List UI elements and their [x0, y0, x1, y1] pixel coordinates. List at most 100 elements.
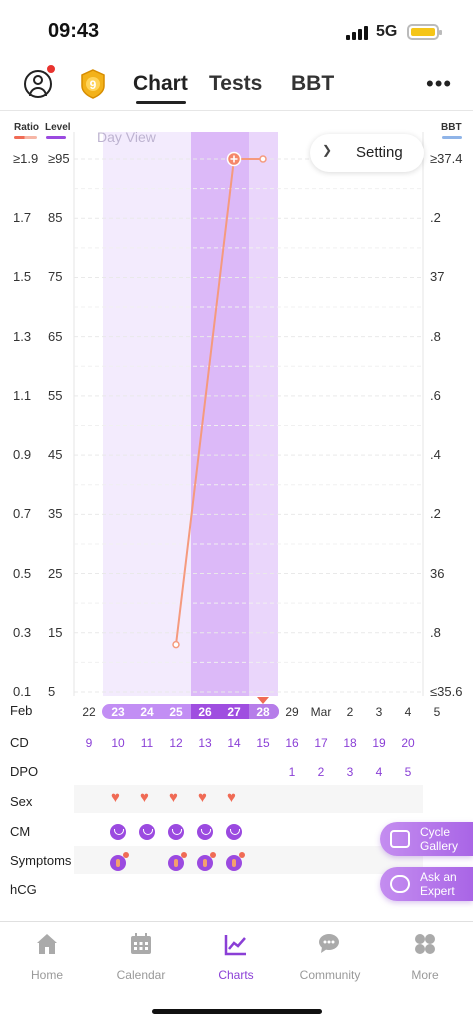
community-icon	[318, 932, 342, 956]
cd-cell[interactable]: 20	[401, 736, 415, 750]
period-band-light	[103, 132, 205, 696]
cm-icon[interactable]	[226, 824, 242, 840]
date-cell[interactable]: Mar	[310, 705, 332, 719]
sex-row-band	[74, 785, 423, 813]
chat-icon	[390, 875, 410, 893]
day-view-label: Day View	[97, 129, 156, 145]
sex-heart-icon[interactable]: ♥	[227, 789, 236, 806]
peak-plus-icon	[230, 155, 238, 163]
home-icon	[35, 932, 59, 956]
date-cell[interactable]: 27	[227, 705, 241, 719]
date-cell[interactable]: 25	[169, 705, 183, 719]
symptom-icon[interactable]	[226, 852, 245, 871]
bbt-tick: ≥37.4	[430, 151, 463, 166]
bbt-tick: ≤35.6	[430, 684, 463, 699]
date-cell[interactable]: 23	[111, 705, 125, 719]
status-time: 09:43	[48, 20, 100, 42]
ratio-tick: ≥1.9	[13, 151, 39, 166]
level-tick: ≥95	[48, 151, 70, 166]
nav-calendar[interactable]: Calendar	[101, 932, 181, 982]
chart-area[interactable]: Ratio Level BBT ≥1.9 ≥95 ≥37.4 1.7 85 .2 1.5 75…	[0, 112, 473, 722]
level-tick: 25	[48, 565, 63, 581]
cm-icon[interactable]	[168, 824, 184, 840]
badge-value: 9	[90, 78, 97, 92]
date-cell[interactable]: 22	[82, 705, 96, 719]
date-cell[interactable]: 5	[433, 705, 441, 719]
tab-chart[interactable]: Chart	[133, 72, 188, 95]
tab-tests[interactable]: Tests	[209, 72, 263, 95]
cd-cell[interactable]: 11	[140, 736, 154, 750]
month-label: Feb	[10, 703, 33, 718]
cd-cell[interactable]: 19	[372, 736, 386, 750]
cm-icon[interactable]	[110, 824, 126, 840]
nav-home-label: Home	[30, 968, 63, 982]
date-cell[interactable]: 4	[404, 705, 412, 719]
nav-charts-label: Charts	[218, 968, 254, 982]
symptom-icon[interactable]	[197, 852, 216, 871]
sex-heart-icon[interactable]: ♥	[169, 789, 178, 806]
date-cell[interactable]: 28	[256, 705, 270, 719]
cd-cell[interactable]: 13	[198, 736, 212, 750]
date-cell[interactable]: 3	[375, 705, 383, 719]
fertile-band-end	[249, 132, 278, 696]
cd-cell[interactable]: 18	[343, 736, 357, 750]
more-options-icon[interactable]: •••	[426, 71, 453, 96]
ratio-tick: 0.3	[13, 624, 32, 640]
legend-level: Level	[45, 122, 71, 133]
level-tick: 55	[48, 387, 63, 403]
more-grid-icon	[413, 932, 437, 956]
top-nav: 9 Chart Tests BBT •••	[0, 64, 473, 108]
bbt-tick: .8	[430, 328, 441, 344]
sex-heart-icon[interactable]: ♥	[111, 789, 120, 806]
cd-cell[interactable]: 9	[85, 736, 93, 750]
date-cell[interactable]: 24	[140, 705, 154, 719]
nav-home[interactable]: Home	[7, 932, 87, 982]
nav-more[interactable]: More	[385, 932, 465, 982]
symptom-icon[interactable]	[168, 852, 187, 871]
cm-icon[interactable]	[197, 824, 213, 840]
symptom-icon[interactable]	[110, 852, 129, 871]
date-cell[interactable]: 26	[198, 705, 212, 719]
cycle-gallery-button[interactable]: Cycle Gallery	[380, 822, 473, 856]
nav-more-label: More	[411, 968, 439, 982]
sex-label: Sex	[10, 794, 33, 809]
nav-community[interactable]: Community	[290, 932, 370, 982]
level-badge-icon[interactable]: 9	[80, 69, 106, 99]
cd-cell[interactable]: 17	[314, 736, 328, 750]
cd-cell[interactable]: 10	[111, 736, 125, 750]
cm-icon[interactable]	[139, 824, 155, 840]
cd-cell[interactable]: 15	[256, 736, 270, 750]
lh-chart[interactable]	[0, 112, 473, 722]
nav-charts[interactable]: Charts	[196, 932, 276, 982]
cm-label: CM	[10, 824, 31, 839]
today-marker	[257, 697, 269, 704]
ask-expert-button[interactable]: Ask an Expert	[380, 867, 473, 901]
status-bar: 09:43 5G	[0, 0, 473, 60]
symptoms-row-band	[74, 846, 423, 874]
dpo-cell[interactable]: 1	[288, 765, 296, 779]
dpo-cell[interactable]: 2	[317, 765, 325, 779]
date-cell[interactable]: 29	[285, 705, 299, 719]
cd-cell[interactable]: 16	[285, 736, 299, 750]
bbt-tick: 36	[430, 565, 445, 581]
ratio-tick: 1.1	[13, 387, 32, 403]
tab-bbt[interactable]: BBT	[291, 72, 335, 95]
date-cell[interactable]: 2	[346, 705, 354, 719]
gallery-icon	[390, 830, 410, 848]
battery-icon	[407, 24, 442, 40]
ask-expert-label: Ask an Expert	[420, 870, 457, 898]
profile-avatar-icon[interactable]	[24, 70, 52, 98]
selected-period-pill	[102, 704, 279, 719]
sex-heart-icon[interactable]: ♥	[140, 789, 149, 806]
sex-heart-icon[interactable]: ♥	[198, 789, 207, 806]
signal-icon	[346, 26, 370, 40]
cd-cell[interactable]: 14	[227, 736, 241, 750]
setting-button[interactable]: ❯ Setting	[310, 134, 424, 172]
cd-cell[interactable]: 12	[169, 736, 183, 750]
bbt-tick: .8	[430, 624, 441, 640]
dpo-cell[interactable]: 4	[375, 765, 383, 779]
legend-bbt-swatch	[442, 136, 462, 139]
dpo-cell[interactable]: 5	[404, 765, 412, 779]
setting-label: Setting	[356, 144, 403, 161]
dpo-cell[interactable]: 3	[346, 765, 354, 779]
